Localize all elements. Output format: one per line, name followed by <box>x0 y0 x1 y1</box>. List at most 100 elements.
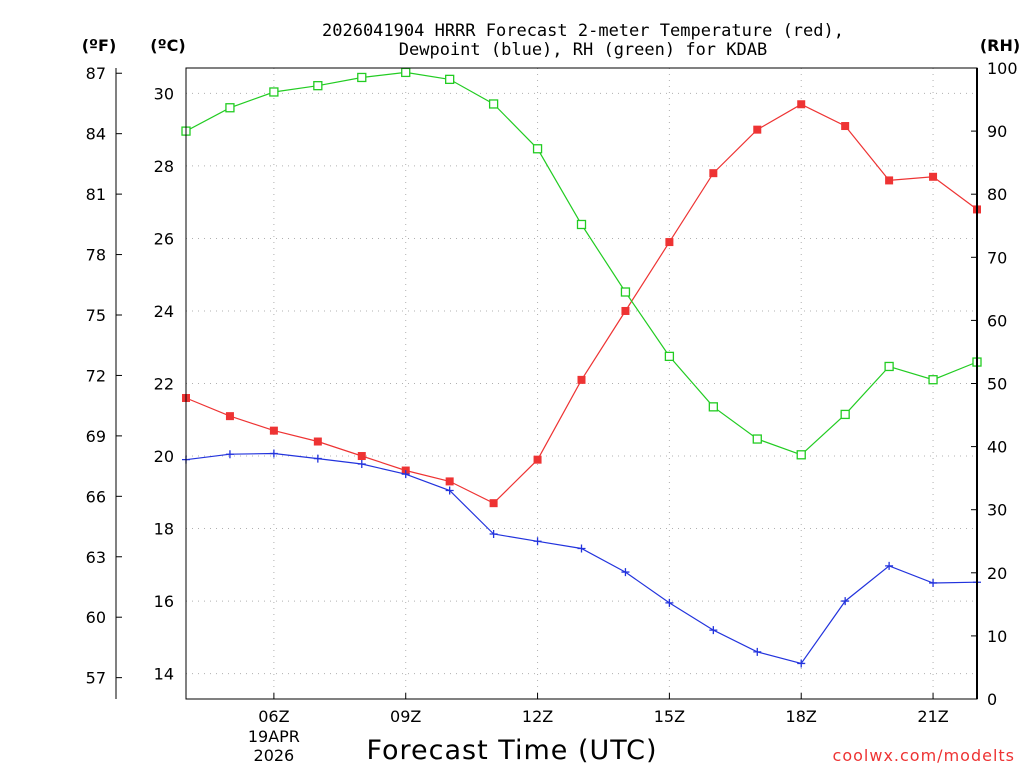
dewpoint-point <box>709 626 718 635</box>
fahrenheit-tick-label: 72 <box>86 366 106 385</box>
dewpoint-line <box>185 452 978 665</box>
rh-tick-label: 100 <box>987 59 1018 78</box>
temperature-point <box>621 306 630 315</box>
rh-tick-label: 10 <box>987 627 1007 646</box>
celsius-tick-label: 16 <box>154 592 174 611</box>
temperature-point <box>665 238 674 247</box>
celsius-tick-label: 18 <box>154 520 174 539</box>
celsius-tick-label: 28 <box>154 157 174 176</box>
rh-tick-label: 20 <box>987 564 1007 583</box>
dewpoint-point <box>885 561 894 570</box>
fahrenheit-tick-label: 69 <box>86 427 106 446</box>
axes-ticks: 14 16 18 20 22 24 26 28 30 57 60 63 66 69 72 75 78 81 84 87… <box>86 59 1018 765</box>
celsius-tick-label: 24 <box>154 302 174 321</box>
celsius-unit-label: (ºC) <box>150 36 185 55</box>
temperature-point <box>533 455 542 464</box>
dewpoint-point <box>489 529 498 538</box>
rh-tick-label: 40 <box>987 438 1007 457</box>
temperature-point <box>885 176 894 185</box>
fahrenheit-tick-label: 87 <box>86 64 106 83</box>
dewpoint-point <box>753 647 762 656</box>
rh-point <box>928 375 938 385</box>
fahrenheit-tick-label: 60 <box>86 608 106 627</box>
rh-point <box>664 351 675 362</box>
rh-point <box>225 103 235 113</box>
x-tick-label: 21Z <box>917 707 948 726</box>
chart-title-line-1: 2026041904 HRRR Forecast 2-meter Tempera… <box>322 21 844 41</box>
rh-point <box>708 402 718 412</box>
dewpoint-point <box>401 470 410 479</box>
dewpoint-point <box>269 449 278 458</box>
temperature-point <box>929 172 938 181</box>
rh-tick-label: 30 <box>987 501 1007 520</box>
celsius-tick-label: 14 <box>154 665 174 684</box>
dewpoint-point <box>313 454 322 463</box>
rh-point <box>269 87 279 97</box>
chart-title-line-2: Dewpoint (blue), RH (green) for KDAB <box>399 40 767 60</box>
temperature-point <box>709 169 718 178</box>
rh-unit-label: (RH) <box>980 36 1020 55</box>
x-axis-title: Forecast Time (UTC) <box>366 735 657 766</box>
rh-line <box>185 71 978 456</box>
rh-tick-label: 80 <box>987 185 1007 204</box>
temperature-line <box>185 103 978 504</box>
fahrenheit-tick-label: 66 <box>86 487 106 506</box>
rh-point <box>445 74 455 85</box>
rh-tick-label: 90 <box>987 122 1007 141</box>
rh-point <box>620 287 631 297</box>
temperature-point <box>357 452 366 461</box>
temperature-point <box>225 412 234 421</box>
temperature-point <box>577 375 586 384</box>
temperature-point <box>313 437 322 446</box>
credit-text: coolwx.com/modelts <box>833 746 1015 765</box>
temperature-point <box>269 426 278 435</box>
data-series <box>181 67 982 668</box>
rh-point <box>401 67 411 78</box>
temperature-point <box>753 125 762 134</box>
fahrenheit-tick-label: 84 <box>86 125 106 144</box>
rh-point <box>840 409 850 420</box>
rh-point <box>796 450 806 460</box>
fahrenheit-tick-label: 63 <box>86 548 106 567</box>
fahrenheit-tick-label: 81 <box>86 185 106 204</box>
dewpoint-point <box>445 486 454 495</box>
x-year-label: 2026 <box>254 746 295 765</box>
rh-point <box>357 72 367 83</box>
dewpoint-point <box>225 450 234 459</box>
rh-tick-label: 0 <box>987 690 997 709</box>
fahrenheit-unit-label: (ºF) <box>82 36 117 55</box>
x-tick-label: 12Z <box>522 707 553 726</box>
celsius-tick-label: 30 <box>154 84 174 103</box>
x-tick-label: 18Z <box>786 707 817 726</box>
x-tick-label: 09Z <box>390 707 421 726</box>
fahrenheit-tick-label: 57 <box>86 669 106 688</box>
rh-point <box>313 81 323 91</box>
dewpoint-point <box>929 578 938 587</box>
dewpoint-point <box>577 544 586 553</box>
x-tick-label: 06Z <box>258 707 289 726</box>
celsius-tick-label: 26 <box>154 229 174 248</box>
dewpoint-point <box>841 597 850 606</box>
dewpoint-point <box>797 659 806 668</box>
rh-point <box>488 99 499 109</box>
celsius-tick-label: 22 <box>154 375 174 394</box>
rh-tick-label: 50 <box>987 375 1007 394</box>
dewpoint-point <box>533 537 542 546</box>
rh-point <box>576 219 587 230</box>
dewpoint-point <box>357 460 366 469</box>
fahrenheit-tick-label: 78 <box>86 246 106 265</box>
fahrenheit-tick-label: 75 <box>86 306 106 325</box>
temperature-point <box>489 499 498 508</box>
rh-point <box>884 361 894 372</box>
temperature-point <box>797 100 806 109</box>
dewpoint-point <box>621 568 630 577</box>
temperature-point <box>445 477 454 486</box>
dewpoint-point <box>665 598 674 607</box>
celsius-tick-label: 20 <box>154 447 174 466</box>
rh-tick-label: 60 <box>987 311 1007 330</box>
x-date-label: 19APR <box>248 727 300 746</box>
x-tick-label: 15Z <box>654 707 685 726</box>
rh-point <box>532 144 543 154</box>
temperature-point <box>841 122 850 131</box>
